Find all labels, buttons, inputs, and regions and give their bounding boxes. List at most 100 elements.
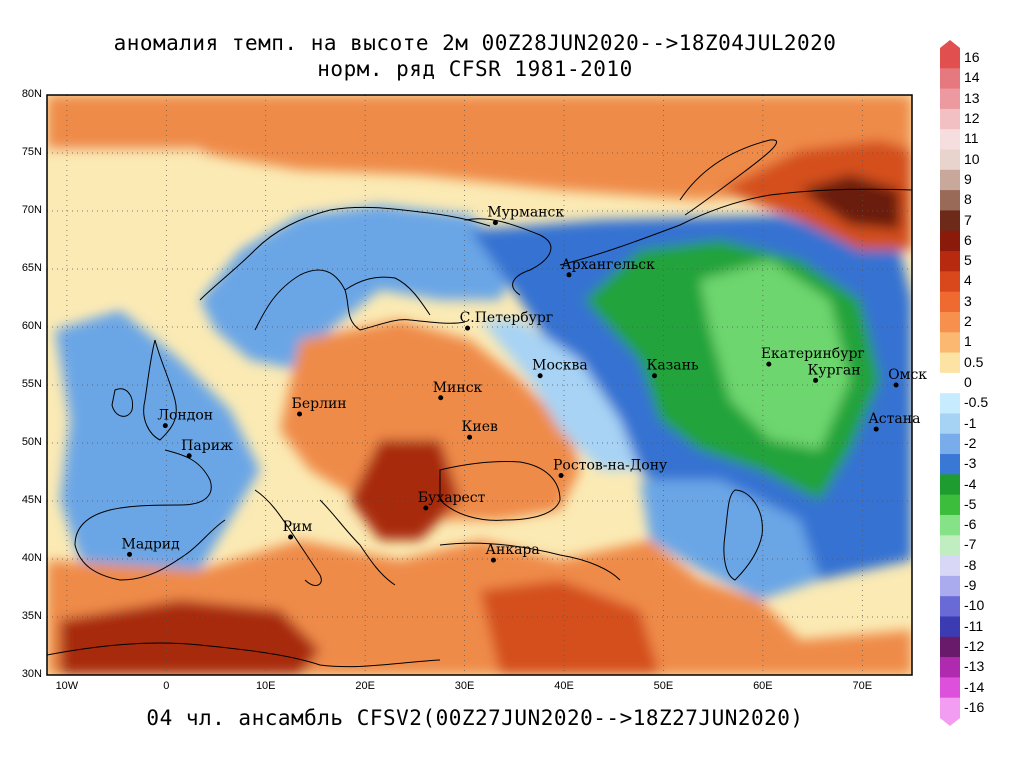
lat-tick-label: 55N: [21, 378, 42, 390]
lon-tick-label: 60E: [753, 680, 773, 692]
colorbar-swatch: [940, 596, 960, 617]
city-label: Мурманск: [487, 205, 564, 221]
lon-tick-label: 0: [163, 680, 170, 692]
colorbar-label: -13: [964, 658, 985, 675]
hot-north-africa: [60, 600, 320, 675]
city-label: Курган: [808, 362, 861, 378]
colorbar-swatch: [940, 474, 960, 496]
city-marker: [813, 377, 819, 383]
colorbar-label: 7: [964, 211, 972, 228]
city-label: Омск: [888, 367, 927, 383]
city-label: Ростов-на-Дону: [553, 457, 668, 473]
lon-tick-label: 10W: [55, 680, 79, 692]
colorbar-label: 16: [964, 49, 980, 66]
colorbar-label: 1: [964, 333, 972, 350]
coast-italy: [254, 489, 322, 586]
colorbar-label: -14: [964, 678, 985, 695]
city-label: Архангельск: [561, 257, 655, 273]
colorbar-label: 3: [964, 292, 972, 309]
hot-core-siberia: [800, 175, 900, 230]
colorbar-swatch: [940, 230, 960, 252]
colorbar-swatch: [940, 372, 960, 394]
cool-caspian-region: [640, 480, 820, 600]
colorbar-label: 5: [964, 252, 972, 269]
colorbar-swatch: [940, 129, 960, 151]
coast-kola-white-sea: [464, 218, 552, 296]
colorbar-label: -3: [964, 455, 977, 472]
lat-tick-label: 40N: [21, 552, 42, 564]
city-marker: [162, 423, 168, 429]
city-label: Мадрид: [122, 536, 181, 552]
colorbar-label: 0: [964, 374, 972, 390]
colorbar-label: 9: [964, 170, 972, 187]
colorbar-top-arrow: [940, 40, 960, 48]
city-label: Екатеринбург: [761, 346, 865, 362]
colorbar-swatch: [940, 271, 960, 293]
coast-caspian: [723, 489, 763, 581]
city-label: Лондон: [157, 408, 213, 424]
colorbar-swatch: [940, 494, 960, 516]
city-label: Казань: [646, 358, 698, 374]
ensemble-footer: 04 чл. ансамбль CFSV2(00Z27JUN2020-->18Z…: [146, 706, 804, 730]
colorbar-swatch: [940, 332, 960, 354]
colorbar-swatch: [940, 616, 960, 638]
colorbar-swatch: [940, 413, 960, 435]
colorbar-swatch: [940, 48, 960, 69]
colorbar-label: -7: [964, 536, 977, 553]
city-label: Анкара: [485, 542, 539, 558]
map-title-line2: норм. ряд CFSR 1981-2010: [317, 57, 633, 81]
city-label: Париж: [181, 438, 233, 454]
city-marker: [566, 272, 572, 278]
city-label: Минск: [433, 380, 483, 396]
city-label: Киев: [462, 419, 498, 435]
city-label: Рим: [283, 519, 313, 535]
colorbar-label: 14: [964, 69, 980, 86]
warm-arctic-band: [47, 95, 912, 200]
colorbar-label: -2: [964, 434, 977, 451]
colorbar-swatch: [940, 454, 960, 475]
lon-tick-label: 30E: [454, 680, 475, 692]
colorbar-swatch: [940, 677, 960, 699]
colorbar-swatch: [940, 108, 960, 130]
coast-uk: [143, 339, 177, 441]
coast-finland: [344, 276, 431, 316]
city-marker: [490, 557, 496, 563]
lon-tick-label: 40E: [554, 680, 574, 692]
lat-tick-label: 65N: [21, 262, 42, 274]
colorbar-swatch: [940, 149, 960, 171]
city-label: С.Петербург: [460, 310, 554, 326]
hot-balkans: [350, 440, 460, 540]
city-markers: Мурманск Архангельск С.Петербург Москва Каза…: [122, 205, 927, 563]
city-marker: [893, 382, 899, 388]
colorbar-swatch: [940, 169, 960, 191]
city-marker: [288, 534, 294, 540]
coast-russia-arctic: [559, 188, 912, 266]
coast-novaya-zemlya: [679, 139, 777, 216]
coast-norway: [199, 206, 491, 301]
colorbar-swatch: [940, 514, 960, 536]
colorbar-bottom-arrow: [940, 718, 960, 726]
lat-tick-label: 70N: [21, 204, 42, 216]
coast-turkey: [439, 542, 621, 581]
city-marker: [537, 373, 543, 379]
coast-sweden-baltic: [254, 269, 466, 331]
colorbar-label: -10: [964, 597, 985, 614]
colorbar-swatch: [940, 535, 960, 557]
city-marker: [438, 395, 444, 401]
colorbar-swatch: [940, 190, 960, 211]
city-label: Бухарест: [418, 490, 486, 506]
coast-france-spain: [74, 449, 226, 581]
city-marker: [297, 411, 303, 417]
colorbar-swatch: [940, 393, 960, 414]
colorbar-label: -9: [964, 577, 977, 594]
colorbar-label: -0.5: [964, 394, 989, 411]
colorbar-label: 11: [964, 130, 979, 147]
colorbar-swatch: [940, 68, 960, 90]
colorbar-label: 6: [964, 231, 972, 248]
colorbar-label: -16: [964, 698, 985, 715]
city-label: Астана: [868, 411, 920, 427]
city-marker: [558, 472, 564, 478]
city-marker: [127, 551, 133, 557]
colorbar-label: -6: [964, 516, 977, 533]
